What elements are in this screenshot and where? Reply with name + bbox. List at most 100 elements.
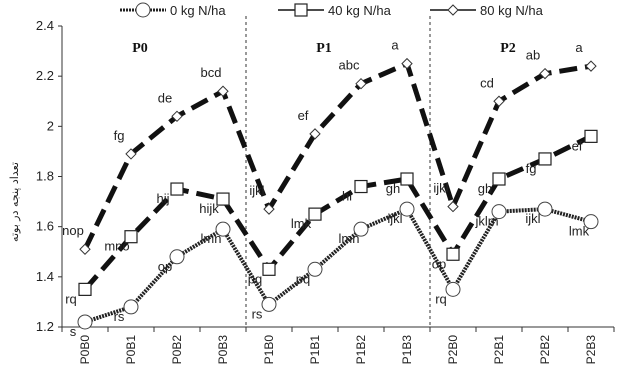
significance-label: ijkl	[387, 211, 402, 226]
y-tick-label: 2.2	[36, 68, 54, 83]
data-point	[491, 204, 507, 220]
data-point	[354, 179, 368, 194]
data-point	[446, 247, 460, 261]
data-point	[261, 296, 277, 312]
y-tick-label: 1.2	[36, 319, 54, 334]
series-80-kg-n-ha: nop fg de bcd ijkl ef abc a ijkl cd ab a	[62, 38, 597, 255]
data-point	[493, 95, 505, 107]
significance-label: nop	[62, 223, 84, 238]
data-point	[308, 207, 322, 221]
legend-marker-square	[294, 3, 308, 17]
data-point	[583, 214, 599, 230]
significance-label: mno	[104, 239, 129, 254]
significance-label: fg	[526, 161, 537, 176]
data-point	[539, 67, 551, 80]
significance-label: hi	[342, 189, 352, 204]
significance-label: pq	[248, 271, 262, 286]
x-tick-label-p1b2: P1B2	[354, 335, 368, 365]
group-label-p1: P1	[316, 41, 332, 56]
significance-label: abc	[339, 58, 360, 73]
data-point	[355, 77, 367, 90]
significance-label: lmk	[291, 216, 312, 231]
data-point	[585, 60, 597, 72]
significance-label: a	[391, 38, 399, 53]
significance-label: op	[158, 259, 172, 274]
significance-label: rs	[114, 309, 125, 324]
x-tick-label-p2b2: P2B2	[538, 335, 552, 365]
significance-label: pq	[296, 271, 310, 286]
data-point	[217, 85, 229, 97]
data-point	[125, 148, 137, 160]
group-label-p2: P2	[500, 41, 516, 56]
data-point	[123, 299, 139, 315]
data-point	[537, 201, 553, 217]
series-line-40-kg-n-ha	[83, 134, 593, 292]
significance-label: ef	[572, 138, 583, 153]
significance-label: a	[575, 40, 583, 55]
data-point	[171, 110, 183, 123]
significance-label: ijkl	[433, 181, 448, 196]
data-point	[307, 261, 323, 277]
significance-label: lmk	[569, 224, 590, 239]
x-tick-label-p2b1: P2B1	[492, 335, 506, 365]
data-point	[399, 201, 415, 217]
series-line-0-kg-n-ha	[84, 207, 592, 324]
data-point	[77, 314, 93, 330]
significance-label: gh	[386, 181, 400, 196]
data-point	[447, 200, 459, 213]
x-tick-label-p1b0: P1B0	[262, 335, 276, 365]
significance-label: hijk	[199, 201, 219, 216]
significance-label: hij	[156, 191, 169, 206]
data-point	[401, 57, 413, 70]
data-point	[170, 182, 184, 196]
data-point	[400, 172, 414, 186]
y-axis-label: تعداد پنجه در بوته	[8, 162, 21, 242]
significance-label: de	[158, 90, 172, 105]
significance-label: op	[432, 256, 446, 271]
data-point	[445, 281, 461, 297]
significance-label: cd	[480, 75, 494, 90]
significance-label: rq	[65, 291, 77, 306]
data-point	[492, 172, 506, 186]
significance-label: lmn	[339, 231, 360, 246]
legend-label-0-kg-n-ha: 0 kg N/ha	[170, 3, 226, 18]
significance-label: ab	[526, 48, 540, 63]
data-point	[124, 230, 138, 244]
data-point	[215, 221, 231, 237]
series-0-kg-n-ha: s rs op lmn rs pq lmn ijkl rq jklm ijkl lmk	[70, 201, 599, 339]
x-tick-label-p0b0: P0B0	[78, 335, 92, 365]
data-point	[169, 249, 185, 265]
y-tick-label: 1.4	[36, 269, 54, 284]
significance-label: lmn	[201, 231, 222, 246]
data-point	[79, 243, 91, 255]
data-point	[353, 221, 369, 237]
data-point	[309, 128, 321, 140]
significance-label: ijkl	[249, 183, 264, 198]
significance-label: ijkl	[525, 211, 540, 226]
legend-label-40-kg-n-ha: 40 kg N/ha	[328, 3, 392, 18]
legend-label-80-kg-n-ha: 80 kg N/ha	[480, 3, 544, 18]
data-point	[584, 129, 598, 143]
significance-label: s	[70, 324, 77, 339]
x-tick-label-p0b3: P0B3	[216, 335, 230, 365]
significance-label: bcd	[201, 65, 222, 80]
significance-label: rq	[435, 291, 447, 306]
x-tick-label-p2b0: P2B0	[446, 335, 460, 365]
y-tick-label: 1.6	[36, 219, 54, 234]
data-point	[78, 282, 92, 296]
significance-label: fg	[114, 128, 125, 143]
legend: 0 kg N/ha 40 kg N/ha 80 kg N/ha	[120, 2, 544, 18]
x-tick-label-p1b3: P1B3	[400, 335, 414, 365]
data-point	[262, 262, 276, 276]
x-tick-label-p0b2: P0B2	[170, 335, 184, 365]
data-point	[263, 203, 275, 215]
group-label-p0: P0	[132, 41, 148, 56]
y-tick-label: 2.4	[36, 18, 54, 33]
legend-marker-circle	[135, 2, 151, 18]
series-40-kg-n-ha: rq mno hij hijk pq lmk hi gh op gh fg ef	[65, 129, 598, 306]
x-tick-label-p0b1: P0B1	[124, 335, 138, 365]
plot-area: 1.2 1.4 1.6 1.8 2 2.2 2.4 P0B0 P0B1 P0B2 P0B3 P1B0 P…	[36, 16, 615, 365]
legend-marker-diamond	[447, 4, 459, 16]
x-tick-label-p2b3: P2B3	[584, 335, 598, 365]
significance-label: gh	[478, 181, 492, 196]
